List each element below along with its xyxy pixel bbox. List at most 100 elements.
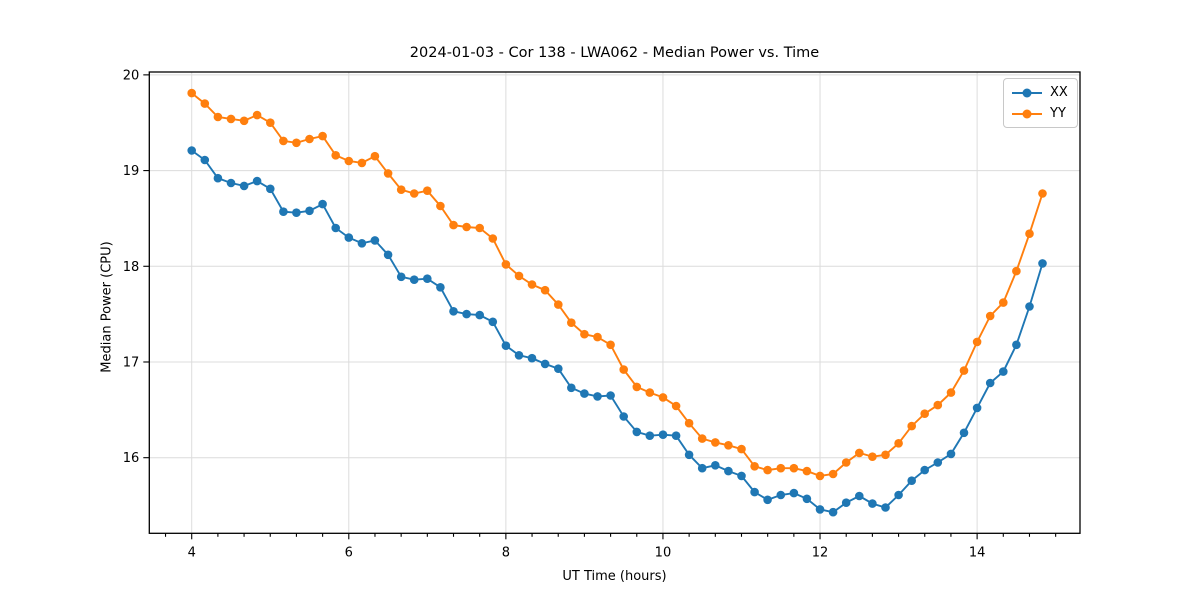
x-tick-label: 8	[502, 545, 510, 560]
data-point-xx	[1025, 302, 1034, 311]
data-point-yy	[593, 332, 602, 342]
data-point-yy	[554, 300, 563, 309]
data-point-xx	[593, 392, 602, 401]
legend-label-xx: XX	[1050, 85, 1068, 100]
data-point-xx	[462, 309, 471, 319]
data-point-yy	[1025, 229, 1034, 238]
data-point-yy	[789, 463, 799, 473]
data-point-yy	[828, 469, 838, 479]
y-tick-label: 20	[123, 68, 140, 83]
data-point-yy	[750, 462, 759, 471]
data-point-yy	[684, 418, 694, 428]
data-point-yy	[514, 271, 524, 281]
data-point-xx	[279, 207, 288, 216]
data-point-yy	[213, 112, 223, 122]
data-point-xx	[357, 239, 367, 248]
data-point-xx	[409, 275, 419, 285]
data-point-yy	[959, 366, 969, 375]
data-point-yy	[985, 311, 995, 321]
plot-border	[148, 71, 1081, 534]
y-tick-label: 19	[123, 164, 140, 179]
data-point-xx	[894, 490, 903, 500]
x-tick-label: 12	[812, 545, 829, 560]
data-point-yy	[724, 441, 733, 450]
data-point-xx	[776, 490, 786, 500]
data-point-yy	[383, 169, 393, 178]
data-point-yy	[540, 285, 550, 295]
data-point-xx	[383, 250, 393, 260]
data-point-xx	[540, 359, 550, 369]
data-point-xx	[305, 206, 314, 216]
data-point-xx	[868, 499, 877, 508]
data-point-xx	[750, 487, 759, 497]
data-point-yy	[462, 222, 471, 232]
data-point-xx	[239, 181, 249, 191]
data-point-xx	[187, 146, 196, 155]
data-point-yy	[711, 438, 720, 447]
data-point-xx	[985, 378, 995, 388]
tick-labels: 4 6 8 10 12 14 16 17 18 19 20	[123, 68, 986, 560]
data-point-xx	[881, 503, 890, 512]
legend-line-marker-yy	[1012, 109, 1042, 118]
legend-item-xx: XX	[1011, 84, 1068, 101]
data-point-yy	[881, 450, 890, 460]
data-point-yy	[776, 463, 786, 473]
data-point-yy	[357, 158, 367, 168]
y-tick-label: 17	[123, 355, 140, 370]
y-axis-label: Median Power (CPU)	[99, 241, 115, 373]
data-point-xx	[527, 353, 537, 363]
data-point-xx	[436, 283, 445, 292]
series-line-yy	[191, 92, 1044, 477]
data-point-yy	[200, 99, 210, 108]
data-point-yy	[252, 110, 262, 120]
series-yy	[187, 88, 1047, 481]
data-point-yy	[946, 388, 956, 397]
data-point-xx	[645, 431, 655, 441]
data-point-yy	[855, 448, 864, 458]
data-point-xx	[671, 431, 681, 441]
data-point-yy	[370, 151, 380, 161]
data-point-yy	[1038, 189, 1047, 198]
data-point-xx	[200, 155, 210, 165]
data-point-yy	[266, 118, 275, 127]
x-tick-label: 4	[188, 545, 196, 560]
data-point-yy	[1012, 266, 1021, 276]
legend: XX YY	[1003, 78, 1078, 128]
data-point-xx	[684, 450, 694, 460]
data-point-xx	[580, 389, 589, 398]
data-point-xx	[554, 364, 563, 374]
data-point-xx	[514, 351, 524, 360]
data-point-yy	[475, 223, 485, 233]
data-point-yy	[697, 434, 707, 443]
data-point-yy	[606, 340, 615, 350]
data-point-xx	[711, 461, 720, 470]
data-point-yy	[658, 393, 668, 402]
data-point-yy	[894, 439, 903, 448]
data-point-yy	[344, 156, 354, 166]
data-point-xx	[344, 233, 354, 242]
data-point-yy	[580, 329, 589, 339]
data-point-xx	[999, 367, 1008, 376]
x-tick-label: 10	[655, 545, 672, 560]
series-xx	[187, 146, 1047, 517]
y-tick-label: 16	[123, 451, 140, 466]
data-point-xx	[815, 505, 825, 514]
data-point-yy	[409, 189, 419, 198]
chart-title: 2024-01-03 - Cor 138 - LWA062 - Median P…	[409, 45, 820, 61]
legend-item-yy: YY	[1011, 105, 1068, 122]
data-point-xx	[252, 176, 262, 186]
data-point-yy	[305, 134, 314, 144]
data-point-yy	[815, 471, 825, 481]
data-point-xx	[1038, 259, 1047, 268]
data-point-xx	[475, 310, 485, 320]
data-point-yy	[632, 382, 642, 392]
data-point-xx	[724, 466, 733, 476]
data-point-yy	[868, 452, 877, 462]
data-point-xx	[449, 307, 458, 316]
x-tick-label: 14	[969, 545, 986, 560]
data-point-xx	[501, 341, 511, 351]
data-point-yy	[920, 409, 929, 419]
legend-line-marker-xx	[1012, 88, 1042, 97]
data-point-xx	[959, 428, 969, 438]
